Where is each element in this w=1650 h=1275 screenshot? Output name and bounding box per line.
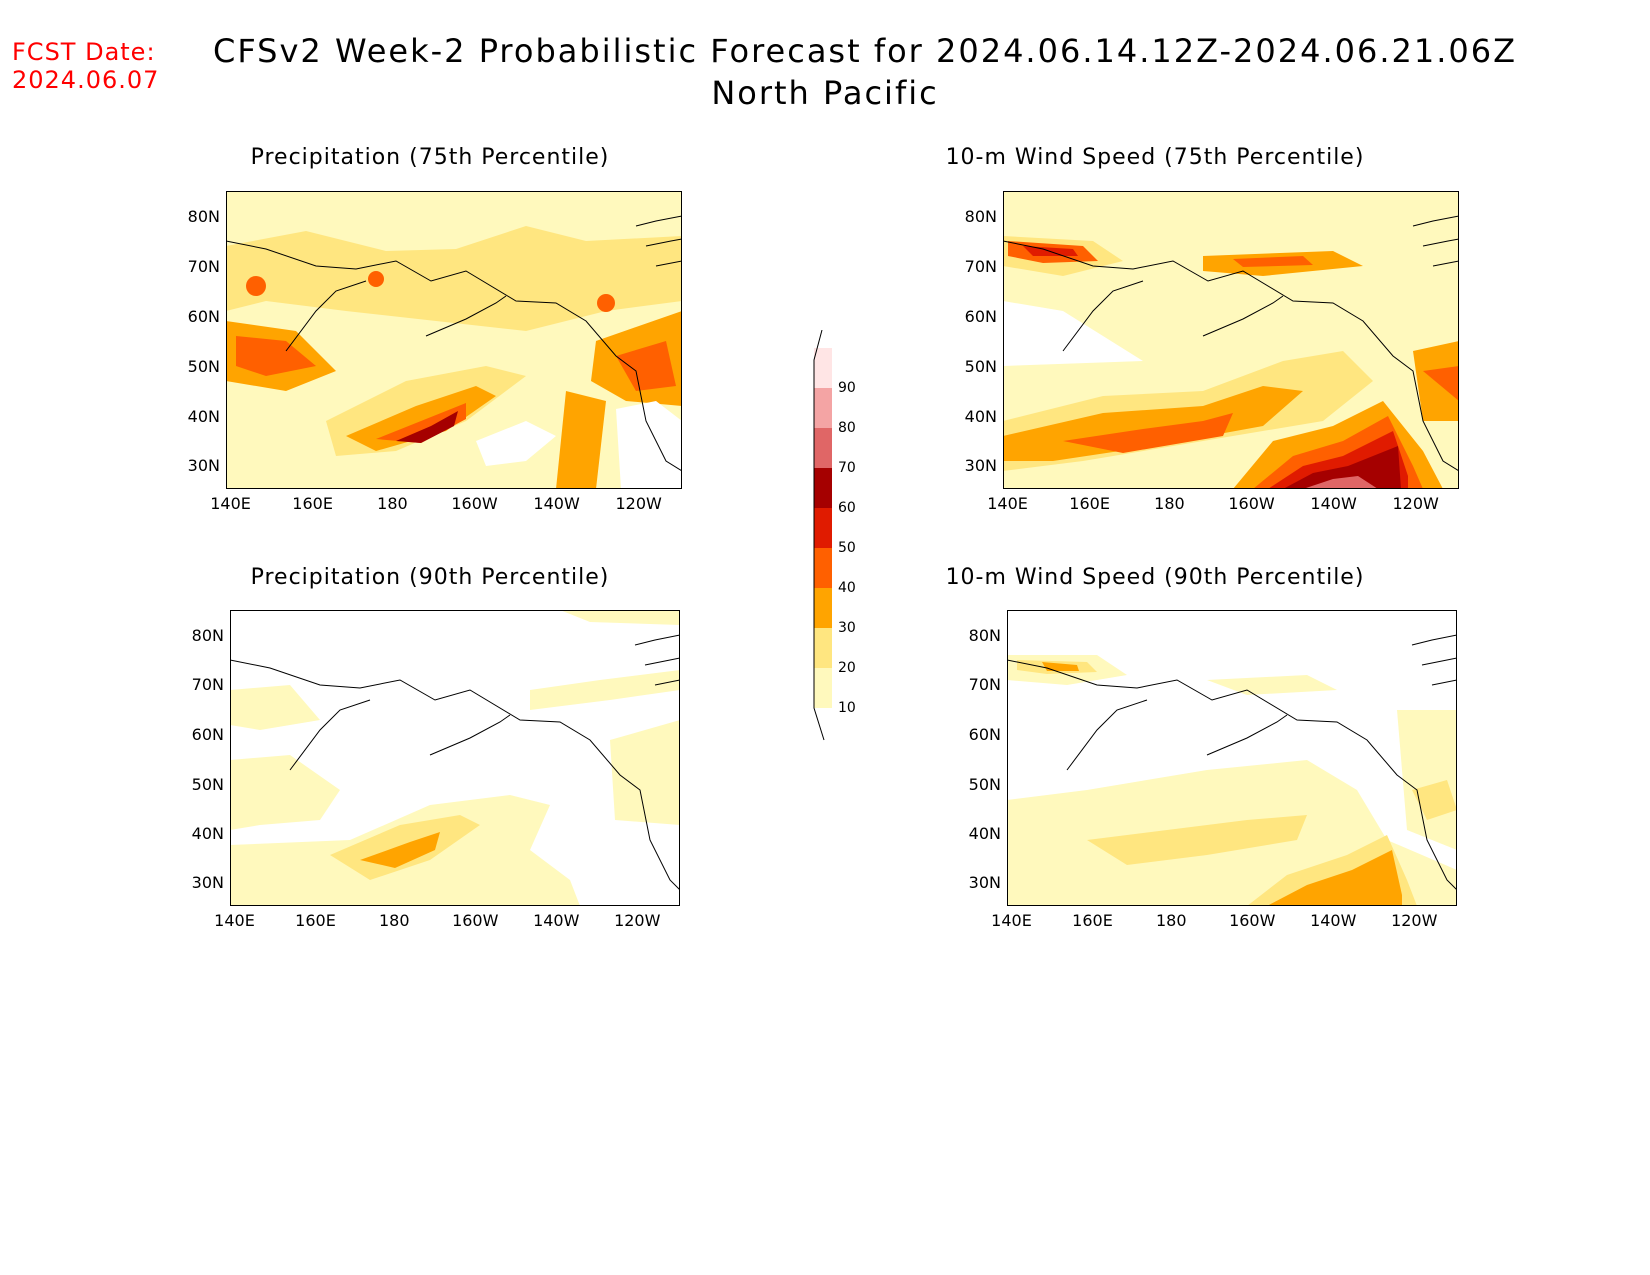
lon-tick-label: 160E	[1072, 911, 1113, 930]
lat-tick-label: 60N	[964, 307, 997, 326]
lat-tick-label: 80N	[191, 625, 224, 645]
lon-tick-label: 160E	[1069, 494, 1110, 513]
lat-tick-label: 50N	[968, 774, 1001, 794]
lon-tick-label: 140E	[987, 494, 1028, 513]
map-panel-wind-90	[1006, 610, 1458, 906]
lat-tick-label: 50N	[964, 357, 997, 376]
map-panel-wind-75	[1002, 191, 1460, 489]
fcst-date-value: 2024.06.07	[12, 66, 160, 94]
lat-tick-label: 40N	[187, 407, 220, 426]
colorbar-level-label: 70	[838, 460, 856, 476]
lat-tick-label: 60N	[187, 307, 220, 326]
lon-tick-label: 160W	[452, 911, 499, 930]
lon-tick-label: 120W	[1392, 494, 1439, 513]
colorbar-level-label: 10	[838, 700, 856, 716]
panel-title-wind-75: 10-m Wind Speed (75th Percentile)	[945, 145, 1365, 170]
lat-tick-label: 30N	[964, 456, 997, 475]
lon-tick-label: 180	[1155, 911, 1187, 930]
colorbar	[813, 330, 832, 741]
region-subtitle: North Pacific	[711, 74, 939, 112]
lat-tick-label: 30N	[968, 873, 1001, 893]
lon-tick-label: 180	[377, 494, 408, 513]
lon-tick-label: 140W	[533, 494, 580, 513]
lat-tick-label: 80N	[964, 207, 997, 226]
map-precip-90	[229, 610, 681, 906]
lat-tick-label: 30N	[187, 456, 220, 475]
map-precip-75	[225, 191, 683, 489]
lon-tick-label: 120W	[614, 911, 661, 930]
lon-tick-label: 160W	[1228, 494, 1275, 513]
colorbar-swatch	[814, 548, 832, 588]
colorbar-swatch	[814, 468, 832, 508]
colorbar-swatch	[814, 388, 832, 428]
lat-tick-label: 60N	[968, 725, 1001, 745]
map-wind-75	[1002, 191, 1460, 489]
lat-tick-label: 80N	[187, 207, 220, 226]
lat-tick-label: 40N	[968, 824, 1001, 844]
lon-tick-label: 160E	[295, 911, 336, 930]
panel-title-precip-90: Precipitation (90th Percentile)	[250, 565, 610, 590]
lat-tick-label: 40N	[964, 407, 997, 426]
lat-tick-label: 50N	[191, 774, 224, 794]
colorbar-level-label: 30	[838, 620, 856, 636]
lat-tick-label: 40N	[191, 824, 224, 844]
lat-tick-label: 70N	[968, 675, 1001, 695]
colorbar-swatch	[814, 628, 832, 668]
colorbar-swatch	[814, 668, 832, 708]
colorbar-swatch	[814, 508, 832, 548]
map-panel-precip-90	[229, 610, 681, 906]
lon-tick-label: 180	[378, 911, 410, 930]
lat-tick-label: 60N	[191, 725, 224, 745]
lat-tick-label: 70N	[187, 257, 220, 276]
panel-title-wind-90: 10-m Wind Speed (90th Percentile)	[945, 565, 1365, 590]
lon-tick-label: 120W	[615, 494, 662, 513]
colorbar-level-label: 20	[838, 660, 856, 676]
lon-tick-label: 160W	[1229, 911, 1276, 930]
colorbar-level-label: 40	[838, 580, 856, 596]
lat-tick-label: 70N	[191, 675, 224, 695]
colorbar-swatch	[814, 428, 832, 468]
colorbar-level-label: 90	[838, 380, 856, 396]
lat-tick-label: 80N	[968, 625, 1001, 645]
map-panel-precip-75	[225, 191, 683, 489]
colorbar-level-label: 80	[838, 420, 856, 436]
lon-tick-label: 160W	[451, 494, 498, 513]
lon-tick-label: 140W	[1310, 494, 1357, 513]
lon-tick-label: 160E	[292, 494, 333, 513]
panel-title-precip-75: Precipitation (75th Percentile)	[250, 145, 610, 170]
lat-tick-label: 70N	[964, 257, 997, 276]
fcst-date-label: FCST Date:	[12, 38, 156, 66]
map-wind-90	[1006, 610, 1458, 906]
lon-tick-label: 180	[1154, 494, 1185, 513]
lon-tick-label: 140W	[1310, 911, 1357, 930]
page-title: CFSv2 Week-2 Probabilistic Forecast for …	[212, 32, 1518, 70]
colorbar-swatch	[814, 348, 832, 388]
lat-tick-label: 50N	[187, 357, 220, 376]
lon-tick-label: 140W	[533, 911, 580, 930]
lon-tick-label: 120W	[1391, 911, 1438, 930]
lon-tick-label: 140E	[214, 911, 255, 930]
colorbar-swatch	[814, 588, 832, 628]
lon-tick-label: 140E	[210, 494, 251, 513]
colorbar-level-label: 50	[838, 540, 856, 556]
lat-tick-label: 30N	[191, 873, 224, 893]
lon-tick-label: 140E	[991, 911, 1032, 930]
colorbar-level-label: 60	[838, 500, 856, 516]
